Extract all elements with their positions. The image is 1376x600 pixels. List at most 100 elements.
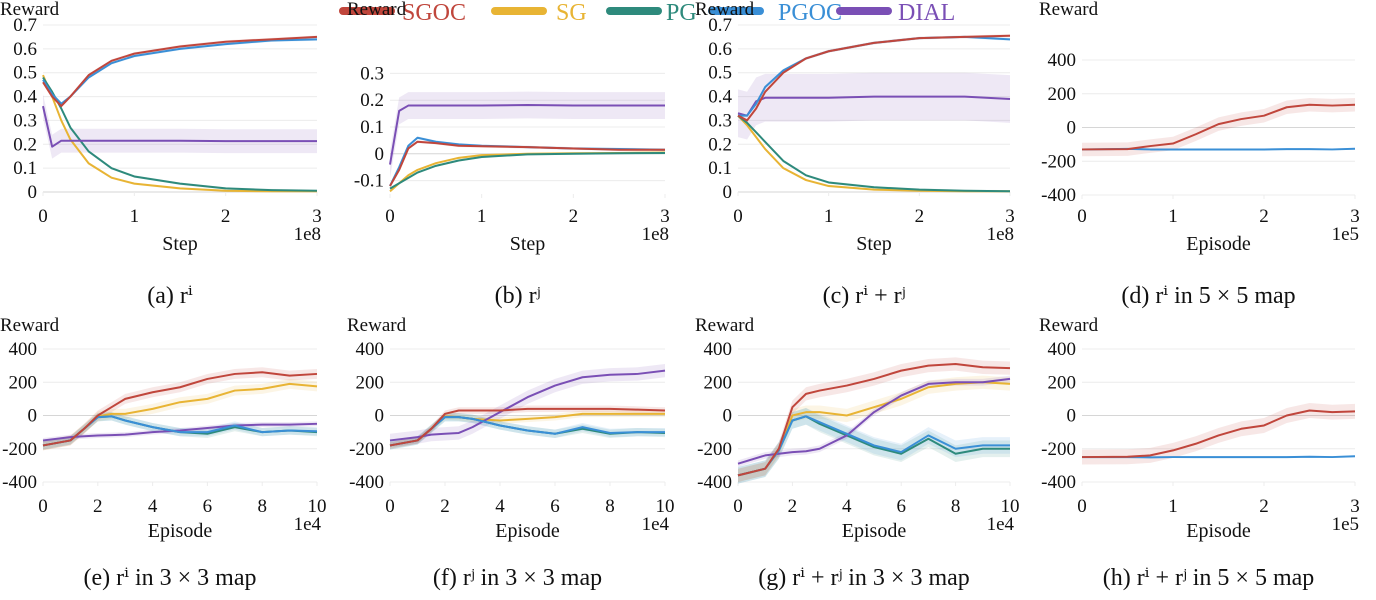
- y-axis-label: Reward: [1039, 0, 1099, 20]
- caption: (c) rⁱ + rʲ: [823, 283, 906, 309]
- legend-label: DIAL: [898, 0, 955, 26]
- y-axis-label: Reward: [695, 315, 755, 336]
- x-tick-label: 2: [569, 206, 579, 227]
- x-axis-label: Episode: [1186, 520, 1251, 542]
- x-tick-label: 3: [660, 206, 670, 227]
- y-tick-label: -200: [2, 439, 37, 460]
- y-tick-label: 0.7: [13, 15, 37, 36]
- chart-panel-e: -400 -200 0 200 400 0 2 4 6 8 10 Reward Episode 1e4 (e…: [0, 315, 327, 591]
- x-tick-label: 2: [440, 496, 450, 517]
- x-tick-label: 0: [1077, 206, 1087, 227]
- x-axis-label: Step: [510, 233, 546, 255]
- x-tick-label: 4: [495, 496, 505, 517]
- y-axis-label: Reward: [347, 315, 407, 336]
- y-tick-label: -400: [349, 472, 384, 493]
- x-tick-label: 6: [896, 496, 906, 517]
- x-tick-label: 0: [385, 496, 395, 517]
- x-tick-label: 3: [1005, 206, 1015, 227]
- x-tick-label: 0: [38, 206, 48, 227]
- series-line-sg: [737, 381, 1011, 477]
- y-tick-label: 200: [356, 372, 385, 393]
- caption: (e) rⁱ in 3 × 3 map: [84, 565, 257, 591]
- y-tick-label: 0.3: [708, 110, 732, 131]
- band-dial: [43, 94, 317, 159]
- chart-panel-d: -400 -200 0 200 400 0 1 2 3 Reward Episode 1e5 (d) r…: [1039, 0, 1360, 309]
- x-tick-label: 6: [550, 496, 560, 517]
- y-tick-label: -400: [1041, 185, 1076, 206]
- x-tick-label: 1: [1168, 496, 1178, 517]
- x-axis-label: Episode: [842, 520, 907, 542]
- y-tick-label: -200: [1041, 439, 1076, 460]
- y-tick-label: 0.5: [13, 63, 37, 84]
- x-tick-label: 1: [1168, 206, 1178, 227]
- x-multiplier: 1e5: [1332, 224, 1359, 245]
- x-tick-label: 4: [842, 496, 852, 517]
- series-line-sgoc: [42, 371, 318, 447]
- x-multiplier: 1e4: [294, 514, 322, 535]
- x-tick-label: 0: [733, 206, 743, 227]
- caption: (h) rⁱ + rʲ in 5 × 5 map: [1103, 565, 1315, 591]
- x-axis-label: Episode: [148, 520, 213, 542]
- y-tick-label: 400: [356, 339, 385, 360]
- x-axis-label: Step: [162, 233, 198, 255]
- band-sg: [738, 375, 1010, 482]
- band-dial: [738, 72, 1010, 140]
- y-tick-label: -200: [349, 439, 384, 460]
- band-dial: [390, 91, 665, 178]
- band-pg: [390, 151, 665, 190]
- y-tick-label: -400: [2, 472, 37, 493]
- series-line-sgoc: [389, 407, 666, 447]
- series-line-pg: [389, 151, 666, 190]
- y-tick-label: 400: [704, 339, 733, 360]
- x-multiplier: 1e8: [642, 224, 669, 245]
- x-tick-label: 0: [733, 496, 743, 517]
- y-tick-label: 200: [704, 372, 733, 393]
- x-tick-label: 1: [824, 206, 834, 227]
- x-tick-label: 10: [656, 496, 675, 517]
- chart-panel-a: 0 0.1 0.2 0.30.4 0.5 0.6 0.7 0 1 2 3 Reward Step 1e8 (…: [0, 0, 322, 309]
- caption: (f) rʲ in 3 × 3 map: [433, 565, 602, 591]
- y-tick-label: 0: [723, 406, 733, 427]
- y-axis-label: Reward: [0, 0, 60, 20]
- legend-label: PG: [666, 0, 697, 26]
- x-tick-label: 8: [257, 496, 267, 517]
- legend-label: SG: [556, 0, 587, 26]
- x-tick-label: 1: [477, 206, 487, 227]
- x-multiplier: 1e4: [642, 514, 670, 535]
- band-pg: [738, 114, 1010, 193]
- x-tick-label: 8: [605, 496, 615, 517]
- x-tick-label: 2: [1259, 496, 1269, 517]
- x-multiplier: 1e8: [987, 224, 1014, 245]
- y-tick-label: 0.6: [13, 39, 37, 60]
- y-tick-label: 0.2: [708, 134, 732, 155]
- y-tick-label: -200: [697, 439, 732, 460]
- band-sg: [390, 151, 665, 193]
- y-tick-label: 0: [375, 144, 385, 165]
- legend-label: PGOC: [778, 0, 842, 26]
- legend-item-dial: DIAL: [836, 0, 955, 26]
- band-sg: [738, 114, 1010, 193]
- series-line-pgoc: [42, 38, 318, 105]
- caption: (d) rⁱ in 5 × 5 map: [1121, 283, 1295, 309]
- series-line-sg: [42, 74, 317, 193]
- band-dial: [738, 375, 1010, 468]
- x-multiplier: 1e4: [987, 514, 1015, 535]
- series-line-sgoc: [42, 35, 318, 108]
- legend-label: SGOC: [402, 0, 466, 26]
- legend-item-sgoc: SGOC: [339, 0, 466, 26]
- y-axis-label: Reward: [0, 315, 60, 336]
- y-tick-label: 0: [1067, 406, 1077, 427]
- series-line-dial: [389, 369, 666, 442]
- series-line-sgoc: [389, 140, 665, 187]
- x-tick-label: 2: [788, 496, 798, 517]
- chart-panel-c: 0 0.1 0.2 0.30.4 0.5 0.6 0.7 0 1 2 3 Reward Step 1e8 (…: [695, 0, 1015, 309]
- caption: (b) rʲ: [495, 283, 541, 309]
- x-axis-label: Episode: [1186, 233, 1251, 255]
- series-line-pgoc: [1081, 147, 1356, 151]
- y-tick-label: 200: [1048, 372, 1077, 393]
- x-tick-label: 0: [385, 206, 395, 227]
- y-tick-label: 200: [1048, 84, 1077, 105]
- x-tick-label: 0: [38, 496, 48, 517]
- y-tick-label: 0: [723, 182, 733, 203]
